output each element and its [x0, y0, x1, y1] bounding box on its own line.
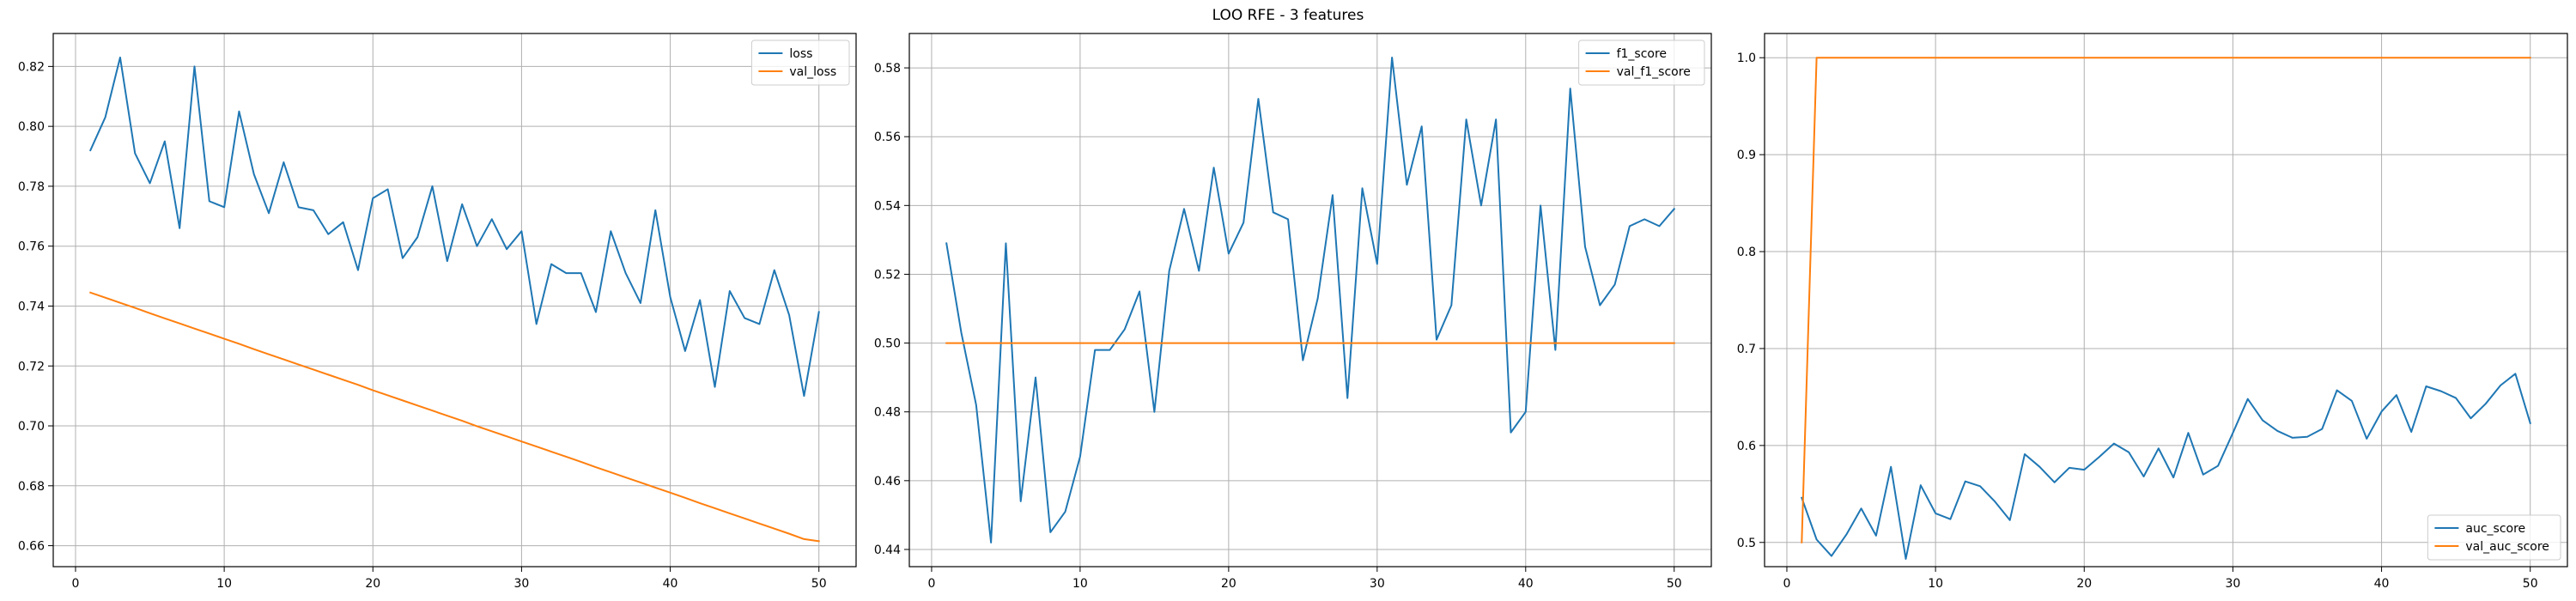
y-tick-label: 0.46: [874, 475, 901, 489]
y-tick-label: 0.7: [1737, 343, 1756, 356]
chart-panel-3: 0 10 20 30 40 50 0.5 0.6 0.7 0.8 0.9 1.0 auc_scoreva…: [1737, 33, 2568, 591]
x-tick-label: 50: [2523, 577, 2538, 591]
y-tick-label: 0.6: [1737, 440, 1756, 453]
y-tick-label: 0.56: [874, 131, 901, 144]
y-tick-label: 0.70: [18, 420, 45, 434]
x-tick-label: 30: [514, 577, 530, 591]
y-tick-label: 0.50: [874, 337, 901, 351]
x-tick-label: 10: [1928, 577, 1943, 591]
legend: auc_score val_auc_score: [2427, 514, 2561, 561]
y-tick-label: 0.72: [18, 360, 45, 373]
legend-box: [2427, 514, 2561, 561]
x-tick-label: 20: [2076, 577, 2092, 591]
y-tick-label: 0.74: [18, 300, 45, 313]
x-tick-label: 50: [1667, 577, 1682, 591]
x-tick-label: 0: [1783, 577, 1791, 591]
x-tick-label: 30: [2226, 577, 2241, 591]
legend-box: [1578, 39, 1705, 86]
x-tick-label: 30: [1370, 577, 1385, 591]
figure-title: LOO RFE - 3 features: [1212, 7, 1364, 24]
y-tick-label: 0.44: [874, 543, 901, 557]
chart-panel-2: 0 10 20 30 40 50 0.44 0.46 0.48 0.50 0.52 0.54 0.56 0…: [874, 33, 1712, 591]
axes-frame: [1764, 33, 2568, 568]
y-tick-label: 0.48: [874, 406, 901, 420]
y-tick-label: 0.80: [18, 120, 45, 134]
chart-panel-1: 0 10 20 30 40 50 0.66 0.68 0.70 0.72 0.74 0.76 0.78 0…: [18, 33, 857, 591]
legend: loss val_loss: [750, 39, 850, 86]
x-tick-label: 10: [1072, 577, 1088, 591]
y-tick-label: 1.0: [1737, 52, 1756, 65]
x-tick-label: 0: [927, 577, 935, 591]
y-tick-label: 0.8: [1737, 246, 1756, 259]
axes-frame: [908, 33, 1712, 568]
legend-label-loss: loss: [789, 47, 812, 61]
legend: f1_score val_f1_score: [1578, 39, 1705, 86]
x-tick-label: 40: [1518, 577, 1534, 591]
y-tick-label: 0.68: [18, 480, 45, 494]
y-tick-label: 0.66: [18, 540, 45, 554]
x-tick-label: 0: [72, 577, 80, 591]
x-tick-label: 20: [1221, 577, 1236, 591]
legend-label-f1_score: f1_score: [1617, 47, 1667, 61]
x-tick-label: 20: [365, 577, 380, 591]
legend-box: [750, 39, 850, 86]
y-tick-label: 0.76: [18, 240, 45, 254]
y-tick-label: 0.5: [1737, 537, 1756, 550]
x-tick-label: 40: [2374, 577, 2390, 591]
y-tick-label: 0.58: [874, 62, 901, 76]
x-tick-label: 40: [663, 577, 678, 591]
series-line-val_loss: [89, 291, 820, 543]
series-line-loss: [88, 56, 820, 398]
legend-label-val_f1_score: val_f1_score: [1617, 65, 1691, 79]
y-tick-label: 0.82: [18, 60, 45, 74]
legend-label-auc_score: auc_score: [2465, 522, 2525, 536]
legend-label-val_loss: val_loss: [789, 65, 836, 79]
y-tick-label: 0.9: [1737, 149, 1756, 162]
series-line-f1_score: [945, 57, 1676, 543]
y-tick-label: 0.78: [18, 180, 45, 194]
axes-frame: [52, 33, 857, 568]
x-tick-label: 10: [216, 577, 232, 591]
y-tick-label: 0.54: [874, 199, 901, 213]
series-line-val_auc_score: [1801, 57, 2531, 543]
series-line-auc_score: [1801, 373, 2531, 560]
legend-label-val_auc_score: val_auc_score: [2465, 540, 2549, 554]
x-tick-label: 50: [811, 577, 827, 591]
y-tick-label: 0.52: [874, 268, 901, 282]
